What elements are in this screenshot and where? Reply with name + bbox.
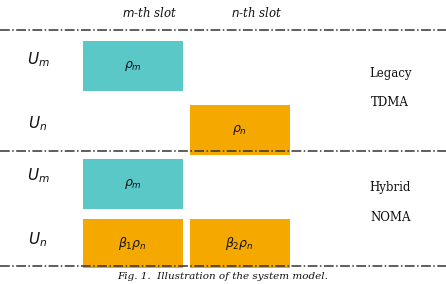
Text: $m$-th slot: $m$-th slot [122, 6, 177, 20]
Text: $\rho_m$: $\rho_m$ [124, 177, 142, 191]
Text: NOMA: NOMA [370, 211, 410, 224]
Text: Hybrid: Hybrid [370, 181, 411, 194]
Text: $\beta_2\rho_n$: $\beta_2\rho_n$ [225, 235, 254, 252]
Text: $U_m$: $U_m$ [26, 167, 50, 185]
Text: $\beta_1\rho_n$: $\beta_1\rho_n$ [118, 235, 147, 252]
Bar [83, 41, 183, 91]
Bar [83, 219, 183, 268]
Text: $\rho_m$: $\rho_m$ [124, 59, 142, 73]
Text: $U_m$: $U_m$ [26, 50, 50, 69]
Bar [190, 105, 290, 155]
Text: $n$-th slot: $n$-th slot [231, 6, 282, 20]
Text: Fig. 1.  Illustration of the system model.: Fig. 1. Illustration of the system model… [118, 272, 328, 281]
Text: $U_n$: $U_n$ [29, 114, 47, 133]
Bar [190, 219, 290, 268]
Text: TDMA: TDMA [372, 96, 409, 109]
Text: $U_n$: $U_n$ [29, 231, 47, 249]
Text: $\rho_n$: $\rho_n$ [232, 123, 247, 137]
Text: Legacy: Legacy [369, 67, 412, 80]
Bar [83, 159, 183, 209]
